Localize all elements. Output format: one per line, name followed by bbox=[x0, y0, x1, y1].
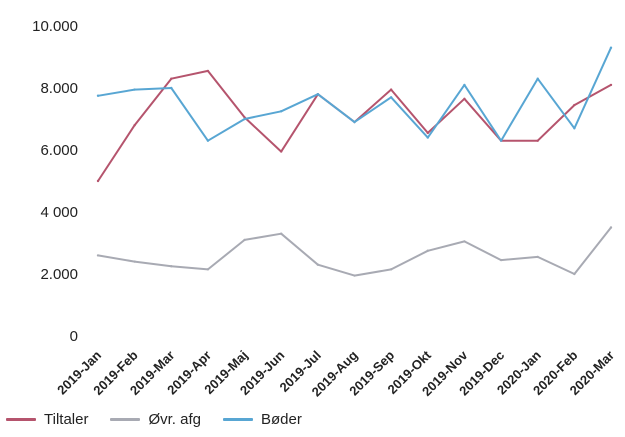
plot-area bbox=[96, 46, 613, 277]
legend-label-tiltaler: Tiltaler bbox=[44, 411, 89, 428]
legend-item-boder: Bøder bbox=[222, 411, 302, 428]
data-point bbox=[609, 226, 613, 229]
data-point bbox=[389, 96, 393, 99]
data-point bbox=[353, 120, 356, 124]
y-tick-label: 4 000 bbox=[40, 204, 78, 221]
y-tick-label: 8.000 bbox=[40, 80, 78, 97]
series-line-1 bbox=[97, 226, 612, 277]
legend-swatch-ovr-afg bbox=[110, 418, 141, 421]
data-point bbox=[499, 139, 503, 142]
data-point bbox=[280, 150, 283, 153]
data-point bbox=[133, 124, 136, 127]
data-point bbox=[573, 272, 576, 276]
data-point bbox=[280, 110, 283, 113]
data-point bbox=[316, 263, 320, 266]
data-point bbox=[96, 179, 100, 183]
series-line-0 bbox=[97, 69, 612, 182]
legend-swatch-tiltaler bbox=[6, 418, 36, 421]
line-chart: 0 2.000 4 000 6.000 8.000 10.000 2019-Jan2019… bbox=[32, 18, 617, 400]
data-point bbox=[573, 103, 576, 107]
y-axis: 0 2.000 4 000 6.000 8.000 10.000 bbox=[32, 18, 78, 345]
data-point bbox=[536, 255, 539, 259]
data-point bbox=[426, 249, 429, 252]
data-point bbox=[609, 46, 613, 49]
data-point bbox=[170, 265, 173, 268]
data-point bbox=[280, 232, 283, 235]
data-point bbox=[96, 254, 100, 257]
data-point bbox=[206, 139, 210, 142]
legend-item-ovr-afg: Øvr. afg bbox=[110, 411, 201, 428]
data-point bbox=[463, 83, 466, 87]
data-point bbox=[536, 77, 539, 80]
data-point bbox=[353, 274, 356, 277]
data-point bbox=[536, 139, 539, 142]
data-point bbox=[389, 88, 393, 91]
data-point bbox=[316, 93, 320, 96]
data-point bbox=[133, 88, 136, 91]
data-point bbox=[463, 97, 466, 101]
data-point bbox=[463, 240, 466, 243]
legend-swatch-boder bbox=[222, 418, 253, 421]
data-point bbox=[206, 69, 210, 73]
data-point bbox=[243, 238, 246, 242]
data-point bbox=[499, 258, 503, 262]
legend: Tiltaler Øvr. afg Bøder bbox=[6, 411, 302, 428]
legend-item-tiltaler: Tiltaler bbox=[6, 411, 88, 428]
data-point bbox=[389, 268, 393, 271]
data-point bbox=[170, 77, 173, 80]
data-point bbox=[133, 260, 136, 263]
legend-label-ovr-afg: Øvr. afg bbox=[148, 411, 201, 428]
data-point bbox=[96, 94, 100, 97]
data-point bbox=[170, 86, 173, 90]
y-tick-label: 0 bbox=[70, 328, 78, 345]
y-tick-label: 10.000 bbox=[32, 18, 78, 35]
data-point bbox=[206, 268, 210, 271]
series-line-2 bbox=[97, 47, 612, 142]
y-tick-label: 6.000 bbox=[40, 142, 78, 159]
data-point bbox=[426, 136, 429, 139]
y-tick-label: 2.000 bbox=[40, 266, 78, 283]
data-point bbox=[243, 117, 246, 121]
data-point bbox=[609, 83, 613, 87]
data-point bbox=[573, 127, 576, 130]
x-axis: 2019-Jan2019-Feb2019-Mar2019-Apr2019-Maj… bbox=[54, 347, 617, 400]
data-point bbox=[426, 131, 429, 135]
legend-label-boder: Bøder bbox=[260, 411, 302, 428]
